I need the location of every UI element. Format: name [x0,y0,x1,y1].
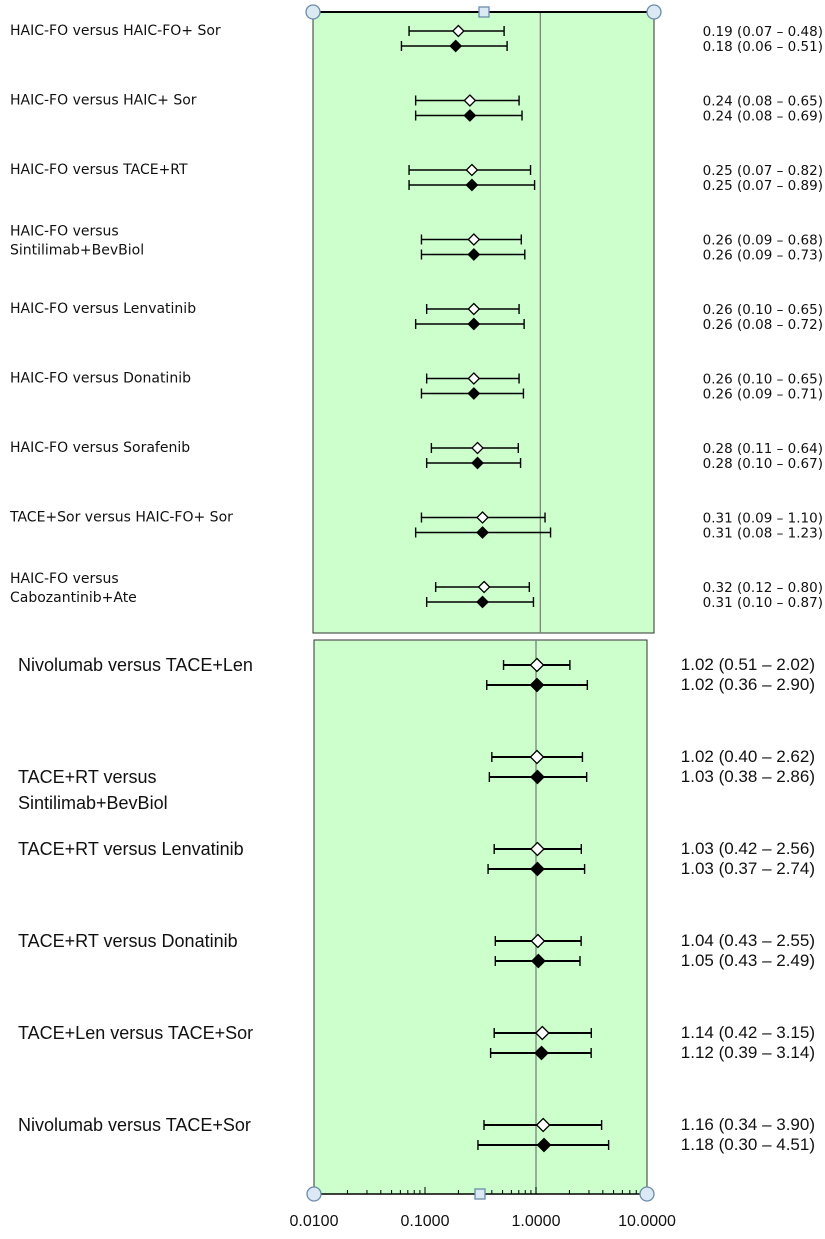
point-filled-diamond [476,526,489,539]
point-open-diamond [467,372,481,385]
estimate-text-filled: 1.12 (0.39 – 3.14) [681,1043,815,1062]
comparison-label: HAIC-FO versus HAIC+ Sor [10,93,197,109]
comparison-label: Nivolumab versus TACE+Len [18,655,253,675]
point-open-diamond [535,1117,551,1133]
comparison-label: TACE+RT versus [18,767,157,787]
point-filled-diamond [467,387,481,400]
point-open-diamond [529,657,545,673]
estimate-text-open: 0.19 (0.07 – 0.48) [703,24,823,40]
point-open-diamond [530,933,546,949]
estimate-text-filled: 1.03 (0.38 – 2.86) [681,767,815,786]
point-filled-diamond [467,317,481,331]
estimate-text-open: 0.26 (0.09 – 0.68) [703,233,823,249]
x-tick-label: 0.1000 [401,1213,450,1230]
point-open-diamond [463,94,477,107]
plot-panel-1 [312,11,655,634]
point-open-diamond [467,302,481,316]
comparison-label: HAIC-FO versus Lenvatinib [10,301,196,317]
point-filled-diamond [467,248,481,261]
point-open-diamond [529,749,545,765]
comparison-label: HAIC-FO versus Donatinib [10,371,191,387]
point-filled-diamond [449,39,463,53]
point-open-diamond [476,511,489,524]
estimate-text-open: 0.32 (0.12 – 0.80) [703,580,823,596]
point-filled-diamond [465,178,479,192]
estimate-text-filled: 0.31 (0.08 – 1.23) [703,526,823,542]
point-open-diamond [451,24,465,38]
estimate-text-filled: 1.18 (0.30 – 4.51) [681,1135,815,1154]
estimate-text-filled: 0.26 (0.09 – 0.73) [703,248,823,264]
estimate-text-open: 0.26 (0.10 – 0.65) [703,372,823,388]
x-tick-label: 10.0000 [618,1213,676,1230]
point-filled-diamond [530,953,546,969]
estimate-text-filled: 1.03 (0.37 – 2.74) [681,859,815,878]
comparison-label: HAIC-FO versus [10,571,119,587]
estimate-text-filled: 0.26 (0.09 – 0.71) [703,387,823,403]
axis-handle-center [474,1188,486,1200]
estimate-text-open: 0.26 (0.10 – 0.65) [703,302,823,318]
estimate-text-open: 1.02 (0.40 – 2.62) [681,747,815,766]
point-open-diamond [467,233,481,246]
point-filled-diamond [530,769,545,785]
point-filled-diamond [529,677,545,693]
axis-handle-right [646,4,662,20]
comparison-label: HAIC-FO versus [10,224,119,240]
estimate-text-filled: 0.24 (0.08 – 0.69) [703,109,823,125]
comparison-label: Sintilimab+BevBiol [10,243,144,259]
estimate-text-open: 0.25 (0.07 – 0.82) [703,163,823,179]
point-open-diamond [471,441,484,455]
point-open-diamond [534,1025,550,1041]
estimate-text-filled: 0.26 (0.08 – 0.72) [703,317,823,333]
estimate-text-open: 1.04 (0.43 – 2.55) [681,931,815,950]
estimate-text-filled: 1.02 (0.36 – 2.90) [681,675,815,694]
estimate-text-filled: 0.25 (0.07 – 0.89) [703,178,823,194]
point-filled-diamond [471,456,484,470]
x-tick-label: 0.0100 [290,1213,339,1230]
estimate-text-open: 1.14 (0.42 – 3.15) [681,1023,815,1042]
comparison-label: TACE+Len versus TACE+Sor [18,1023,253,1043]
estimate-text-open: 1.02 (0.51 – 2.02) [681,655,815,674]
comparison-label: HAIC-FO versus Sorafenib [10,440,190,456]
plot-panel-2 [313,639,648,1195]
comparison-label: Sintilimab+BevBiol [18,793,168,813]
estimate-text-filled: 0.31 (0.10 – 0.87) [703,595,823,611]
comparison-label: TACE+Sor versus HAIC-FO+ Sor [9,510,233,526]
point-open-diamond [477,580,491,594]
comparison-label: Nivolumab versus TACE+Sor [18,1115,251,1135]
x-tick-label: 1.0000 [512,1213,561,1230]
comparison-label: Cabozantinib+Ate [10,590,137,606]
estimate-text-open: 0.28 (0.11 – 0.64) [703,441,823,457]
point-filled-diamond [530,861,545,877]
point-filled-diamond [476,595,489,609]
axis-handle-left [305,4,321,20]
point-filled-diamond [536,1137,552,1153]
point-open-diamond [530,841,545,857]
point-filled-diamond [463,109,477,122]
estimate-text-filled: 0.18 (0.06 – 0.51) [703,39,823,55]
estimate-text-open: 0.31 (0.09 – 1.10) [703,511,823,527]
estimate-text-open: 0.24 (0.08 – 0.65) [703,94,823,110]
point-open-diamond [465,163,479,177]
estimate-text-open: 1.16 (0.34 – 3.90) [681,1115,815,1134]
estimate-text-filled: 0.28 (0.10 – 0.67) [703,456,823,472]
comparison-label: HAIC-FO versus TACE+RT [10,162,188,178]
estimate-text-filled: 1.05 (0.43 – 2.49) [681,951,815,970]
comparison-label: HAIC-FO versus HAIC-FO+ Sor [10,23,221,39]
estimate-text-open: 1.03 (0.42 – 2.56) [681,839,815,858]
axis-handle-right [639,1186,655,1202]
comparison-label: TACE+RT versus Lenvatinib [18,839,244,859]
axis-handle-left [306,1186,322,1202]
point-filled-diamond [534,1045,549,1061]
axis-handle-center [478,6,490,18]
comparison-label: TACE+RT versus Donatinib [18,931,238,951]
